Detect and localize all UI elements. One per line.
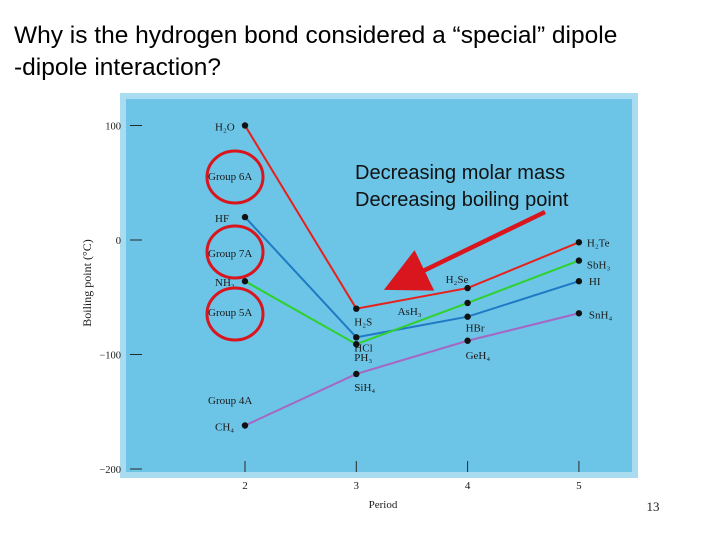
point-label: H₂Se: [446, 274, 469, 286]
slide-title: Why is the hydrogen bond considered a “s…: [14, 20, 714, 84]
point-label: SnH₄: [589, 309, 613, 321]
data-point: [353, 370, 360, 378]
group-label: Group 5A: [208, 307, 252, 319]
data-point: [464, 313, 471, 320]
x-tick-label: 2: [242, 480, 248, 492]
y-tick-label: 100: [105, 122, 121, 133]
point-label: H₂Te: [587, 237, 610, 249]
data-point: [241, 422, 249, 429]
group-label: Group 6A: [208, 171, 252, 183]
x-tick-label: 5: [576, 480, 582, 492]
series-layer: H₂OH₂SH₂SeH₂TeHFHClHBrHINH₃PH₃AsH₃SbH₃CH…: [215, 122, 612, 434]
series-line-group-6a: [244, 124, 580, 310]
highlight-circle-group-7a: [205, 224, 265, 280]
data-point: [241, 122, 249, 129]
point-label: HI: [589, 276, 601, 288]
point-label: SbH₃: [587, 260, 611, 272]
x-tick-label: 4: [465, 480, 471, 492]
annotation-line-1: Decreasing molar mass: [355, 162, 565, 184]
highlight-circle-group-6a: [205, 149, 265, 205]
y-tick-label: −200: [99, 465, 121, 476]
annotation-arrow: [383, 209, 546, 291]
chart-panel: [126, 99, 632, 472]
y-axis: 100 0 −100 −200: [99, 122, 142, 476]
highlight-circle-group-5a: [205, 286, 265, 342]
group-labels: Group 6A Group 7A Group 5A Group 4A: [208, 171, 252, 407]
point-label: H₂S: [354, 317, 372, 329]
data-point: [353, 305, 360, 312]
series-line-group-5a: [244, 259, 580, 346]
y-axis-title: Boiling point (°C): [80, 239, 94, 326]
point-label: H₂O: [215, 122, 235, 134]
page-number: 13: [647, 499, 660, 514]
data-point: [575, 257, 583, 264]
series-line-group-4a: [244, 312, 580, 427]
point-label: HBr: [466, 323, 485, 335]
point-label: NH₃: [215, 277, 235, 289]
point-label: GeH₄: [466, 350, 491, 362]
data-point: [241, 213, 249, 221]
data-point: [464, 284, 471, 292]
data-point: [575, 239, 583, 246]
data-point: [464, 299, 471, 307]
point-label: CH₄: [215, 421, 234, 433]
y-tick-label: 0: [116, 236, 121, 247]
annotation-line-2: Decreasing boiling point: [355, 189, 569, 211]
data-point: [353, 340, 360, 348]
data-point: [241, 278, 249, 285]
point-label: PH₃: [354, 352, 372, 364]
data-point: [353, 334, 360, 341]
data-point: [575, 278, 583, 285]
data-point: [575, 310, 583, 317]
point-label: SiH₄: [354, 382, 375, 394]
group-label: Group 7A: [208, 248, 252, 260]
x-axis-title: Period: [369, 499, 398, 511]
point-label: AsH₃: [398, 306, 422, 318]
slide-title-line-1: Why is the hydrogen bond considered a “s…: [14, 22, 618, 49]
y-tick-label: −100: [99, 351, 121, 362]
group-label: Group 4A: [208, 395, 252, 407]
x-tick-label: 3: [354, 480, 360, 492]
data-point: [464, 337, 471, 344]
series-line-group-7a: [244, 216, 580, 339]
x-axis: 2 3 4 5: [242, 461, 582, 492]
slide-title-line-2: -dipole interaction?: [14, 54, 222, 81]
point-label: HF: [215, 213, 229, 225]
